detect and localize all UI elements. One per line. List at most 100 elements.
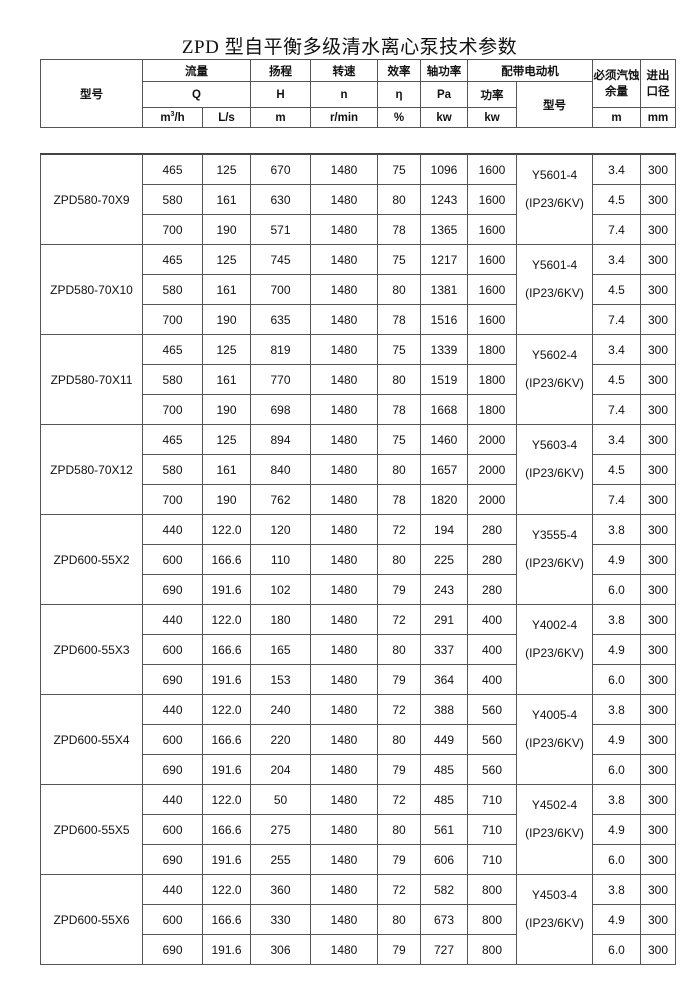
data-table: ZPD580-70X9 465 125 670 1480 75 1096 1600 Y5601-… bbox=[40, 153, 676, 965]
npsh-cell: 3.8 bbox=[592, 784, 641, 815]
model-cell: ZPD600-55X6 bbox=[40, 874, 143, 965]
bore-cell: 300 bbox=[640, 153, 676, 185]
bore-cell: 300 bbox=[640, 244, 676, 275]
motor-model-cell: Y4503-4 (IP23/6KV) bbox=[516, 874, 593, 965]
model-cell: ZPD600-55X5 bbox=[40, 784, 143, 875]
shaft-power-cell: 485 bbox=[420, 784, 468, 815]
efficiency-cell: 78 bbox=[377, 484, 421, 515]
head-cell: 240 bbox=[250, 694, 311, 725]
header-flow-symbol: Q bbox=[142, 81, 251, 108]
unit-speed: r/min bbox=[310, 107, 378, 128]
header-motor-model: 型号 bbox=[516, 81, 593, 128]
flow-m3h-cell: 700 bbox=[142, 484, 203, 515]
motor-model-cell: Y5603-4 (IP23/6KV) bbox=[516, 424, 593, 515]
speed-cell: 1480 bbox=[310, 904, 378, 935]
speed-cell: 1480 bbox=[310, 694, 378, 725]
model-cell: ZPD600-55X3 bbox=[40, 604, 143, 695]
shaft-power-cell: 225 bbox=[420, 544, 468, 575]
table-row: ZPD600-55X5 440 122.0 50 1480 72 485 710 Y4502-4… bbox=[40, 784, 676, 875]
flow-m3h-cell: 600 bbox=[142, 634, 203, 665]
motor-power-cell: 2000 bbox=[467, 424, 517, 455]
bore-cell: 300 bbox=[640, 784, 676, 815]
motor-spec: (IP23/6KV) bbox=[525, 916, 584, 930]
unit-bore: mm bbox=[640, 107, 676, 128]
speed-cell: 1480 bbox=[310, 244, 378, 275]
flow-m3h-cell: 440 bbox=[142, 784, 203, 815]
unit-eff: % bbox=[377, 107, 421, 128]
header-npsh: 必须汽蚀余量 bbox=[592, 59, 641, 108]
flow-ls-cell: 122.0 bbox=[202, 604, 251, 635]
bore-cell: 300 bbox=[640, 544, 676, 575]
npsh-cell: 3.4 bbox=[592, 153, 641, 185]
head-cell: 745 bbox=[250, 244, 311, 275]
efficiency-cell: 72 bbox=[377, 604, 421, 635]
motor-model-cell: Y4005-4 (IP23/6KV) bbox=[516, 694, 593, 785]
motor-power-cell: 1800 bbox=[467, 394, 517, 425]
efficiency-cell: 78 bbox=[377, 304, 421, 335]
motor-power-cell: 2000 bbox=[467, 454, 517, 485]
unit-text: m bbox=[160, 111, 171, 124]
header-speed-symbol: n bbox=[310, 81, 378, 108]
model-cell: ZPD580-70X9 bbox=[40, 153, 143, 245]
shaft-power-cell: 1096 bbox=[420, 153, 468, 185]
bore-cell: 300 bbox=[640, 814, 676, 845]
head-cell: 275 bbox=[250, 814, 311, 845]
motor-model: Y4503-4 bbox=[531, 888, 578, 902]
bore-cell: 300 bbox=[640, 724, 676, 755]
table-row: ZPD580-70X9 465 125 670 1480 75 1096 1600 Y5601-… bbox=[40, 153, 676, 245]
efficiency-cell: 79 bbox=[377, 844, 421, 875]
flow-ls-cell: 191.6 bbox=[202, 754, 251, 785]
npsh-cell: 6.0 bbox=[592, 754, 641, 785]
npsh-cell: 3.8 bbox=[592, 604, 641, 635]
motor-power-cell: 280 bbox=[467, 544, 517, 575]
efficiency-cell: 75 bbox=[377, 334, 421, 365]
bore-cell: 300 bbox=[640, 694, 676, 725]
flow-m3h-cell: 700 bbox=[142, 214, 203, 245]
shaft-power-cell: 291 bbox=[420, 604, 468, 635]
header-shaft-power: 轴功率 bbox=[420, 59, 468, 82]
motor-power-cell: 560 bbox=[467, 754, 517, 785]
motor-model-cell: Y5601-4 (IP23/6KV) bbox=[516, 153, 593, 245]
flow-ls-cell: 161 bbox=[202, 364, 251, 395]
shaft-power-cell: 1339 bbox=[420, 334, 468, 365]
motor-spec: (IP23/6KV) bbox=[525, 646, 584, 660]
flow-ls-cell: 125 bbox=[202, 424, 251, 455]
bore-cell: 300 bbox=[640, 274, 676, 305]
shaft-power-cell: 1365 bbox=[420, 214, 468, 245]
motor-spec: (IP23/6KV) bbox=[525, 286, 584, 300]
speed-cell: 1480 bbox=[310, 634, 378, 665]
efficiency-cell: 79 bbox=[377, 574, 421, 605]
efficiency-cell: 78 bbox=[377, 394, 421, 425]
flow-m3h-cell: 690 bbox=[142, 664, 203, 695]
head-cell: 819 bbox=[250, 334, 311, 365]
motor-power-cell: 400 bbox=[467, 634, 517, 665]
model-cell: ZPD600-55X4 bbox=[40, 694, 143, 785]
efficiency-cell: 80 bbox=[377, 454, 421, 485]
bore-cell: 300 bbox=[640, 184, 676, 215]
flow-m3h-cell: 465 bbox=[142, 153, 203, 185]
shaft-power-cell: 388 bbox=[420, 694, 468, 725]
motor-power-cell: 800 bbox=[467, 934, 517, 965]
shaft-power-cell: 1668 bbox=[420, 394, 468, 425]
head-cell: 220 bbox=[250, 724, 311, 755]
npsh-cell: 7.4 bbox=[592, 214, 641, 245]
motor-power-cell: 400 bbox=[467, 604, 517, 635]
flow-ls-cell: 122.0 bbox=[202, 784, 251, 815]
flow-ls-cell: 166.6 bbox=[202, 544, 251, 575]
motor-spec: (IP23/6KV) bbox=[525, 376, 584, 390]
flow-ls-cell: 191.6 bbox=[202, 574, 251, 605]
bore-cell: 300 bbox=[640, 214, 676, 245]
flow-m3h-cell: 580 bbox=[142, 454, 203, 485]
flow-ls-cell: 190 bbox=[202, 394, 251, 425]
flow-m3h-cell: 690 bbox=[142, 934, 203, 965]
table-row: 690 191.6 102 1480 79 243 280 6.0 300 bbox=[41, 574, 676, 605]
npsh-cell: 4.9 bbox=[592, 544, 641, 575]
table-row: 690 191.6 306 1480 79 727 800 6.0 300 bbox=[41, 934, 676, 965]
shaft-power-cell: 1519 bbox=[420, 364, 468, 395]
npsh-cell: 4.5 bbox=[592, 454, 641, 485]
shaft-power-cell: 243 bbox=[420, 574, 468, 605]
header-efficiency: 效率 bbox=[377, 59, 421, 82]
speed-cell: 1480 bbox=[310, 184, 378, 215]
motor-power-cell: 560 bbox=[467, 694, 517, 725]
efficiency-cell: 72 bbox=[377, 694, 421, 725]
